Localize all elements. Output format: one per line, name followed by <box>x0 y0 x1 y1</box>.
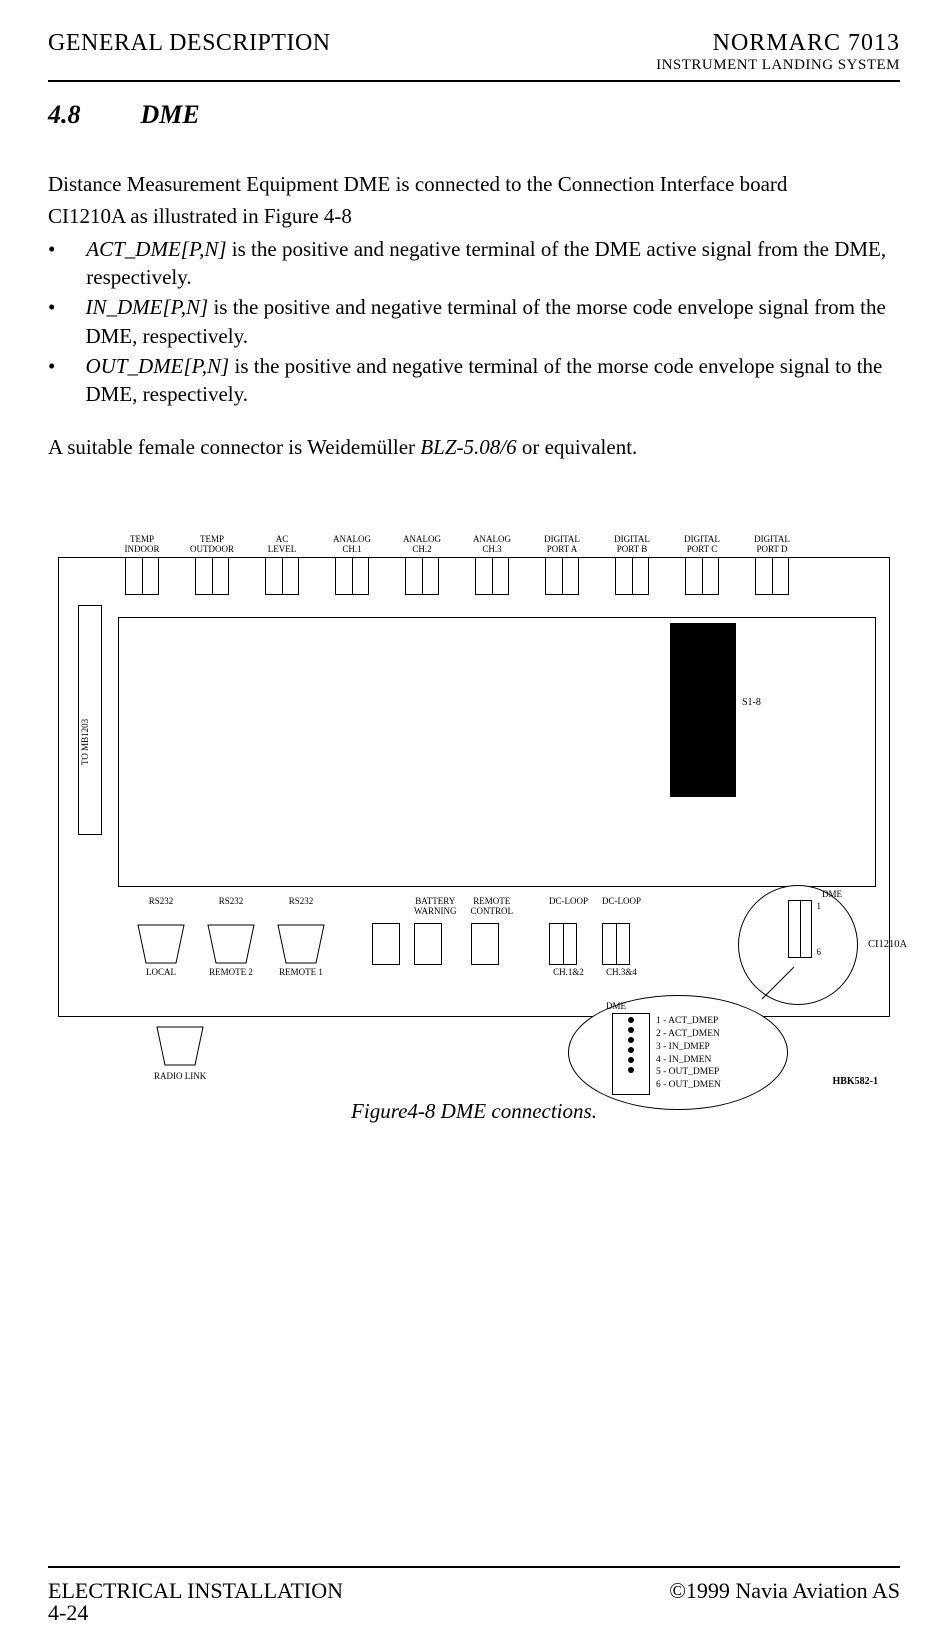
dc-loop-connector: DC-LOOPCH.3&4 <box>602 897 641 977</box>
section-title: DME <box>141 100 200 130</box>
bullet-item: • IN_DME[P,N] is the positive and negati… <box>48 293 900 350</box>
bullet-term: ACT_DME[P,N] <box>86 237 226 261</box>
s1-8-label: S1-8 <box>742 697 761 708</box>
switch-block <box>670 623 736 797</box>
bullet-marker: • <box>48 235 62 292</box>
bullet-item: • ACT_DME[P,N] is the positive and negat… <box>48 235 900 292</box>
dc-loop-connector: DC-LOOPCH.1&2 <box>549 897 588 977</box>
inner-board-outline <box>118 617 876 887</box>
header-right-sub: INSTRUMENT LANDING SYSTEM <box>656 57 900 74</box>
figure-4-8: TEMPINDOOR TEMPOUTDOOR ACLEVEL ANALOGCH.… <box>58 535 890 1095</box>
header-left: GENERAL DESCRIPTION <box>48 30 331 57</box>
battery-warning-connector: BATTERYWARNING <box>414 897 457 965</box>
header-right-title: NORMARC 7013 <box>656 30 900 57</box>
bullet-term: IN_DME[P,N] <box>85 295 208 319</box>
bullet-list: • ACT_DME[P,N] is the positive and negat… <box>48 235 900 409</box>
drawing-number: HBK582-1 <box>832 1076 878 1087</box>
figure-caption: Figure4-8 DME connections. <box>48 1099 900 1124</box>
blank-connector <box>372 897 400 965</box>
ci1210a-label: CI1210A <box>868 939 907 950</box>
footer-right: ©1999 Navia Aviation AS <box>669 1578 900 1604</box>
bullet-marker: • <box>48 352 62 409</box>
page-number: 4-24 <box>48 1600 88 1626</box>
dme-label: DME <box>822 889 842 899</box>
intro-line-2: CI1210A as illustrated in Figure 4-8 <box>48 202 900 230</box>
footer-left: ELECTRICAL INSTALLATION <box>48 1578 343 1604</box>
footer-rule <box>48 1566 900 1568</box>
rs232-connector: RS232 REMOTE 2 <box>196 897 266 977</box>
section-number: 4.8 <box>48 100 81 130</box>
bullet-term: OUT_DME[P,N] <box>86 354 230 378</box>
bottom-connector-row: RS232 LOCAL RS232 REMOTE 2 RS232 REMOTE … <box>126 897 641 977</box>
bullet-item: • OUT_DME[P,N] is the positive and negat… <box>48 352 900 409</box>
callout-leader <box>758 963 798 1003</box>
dme-panel-title: DME <box>606 1001 626 1011</box>
header-rule <box>48 80 900 82</box>
pin-6-marker: 6 <box>817 947 822 957</box>
rs232-connector: RS232 LOCAL <box>126 897 196 977</box>
remote-control-connector: REMOTECONTROL <box>471 897 514 965</box>
dme-pin-panel <box>612 1013 650 1095</box>
mb1203-label: TO MB1203 <box>80 719 90 765</box>
dme-pin-labels: 1 - ACT_DMEP 2 - ACT_DMEN 3 - IN_DMEP 4 … <box>656 1015 721 1092</box>
radio-link-connector: RADIO LINK <box>154 1025 206 1081</box>
rs232-connector: RS232 REMOTE 1 <box>266 897 336 977</box>
bullet-marker: • <box>48 293 61 350</box>
connector-paragraph: A suitable female connector is Weidemüll… <box>48 433 900 461</box>
pin-1-marker: 1 <box>817 901 822 911</box>
dme-connector: 1 6 <box>788 900 812 958</box>
intro-line-1: Distance Measurement Equipment DME is co… <box>48 170 900 198</box>
